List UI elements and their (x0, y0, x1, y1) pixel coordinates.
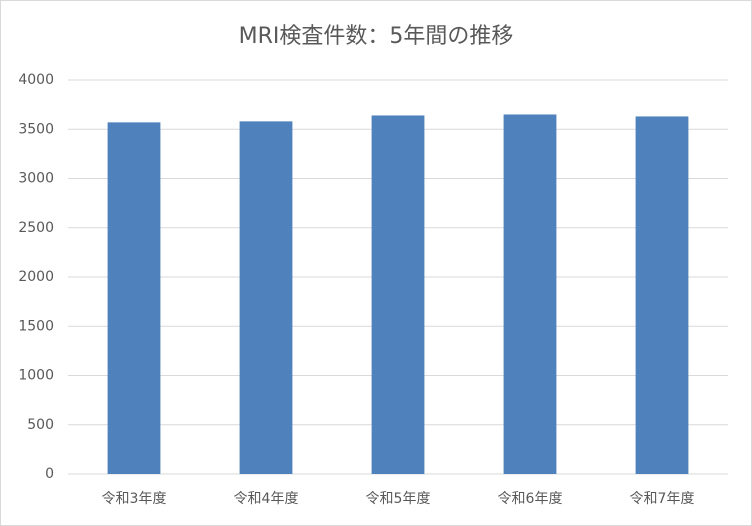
bar (371, 115, 425, 475)
x-tick-label: 令和7年度 (630, 491, 695, 507)
y-tick-label: 3000 (18, 171, 54, 187)
y-tick-label: 500 (27, 417, 54, 433)
bar (635, 116, 689, 474)
y-tick-label: 0 (45, 466, 54, 482)
y-tick-label: 3500 (18, 121, 54, 137)
y-tick-label: 1500 (18, 318, 54, 334)
x-tick-label: 令和4年度 (234, 491, 299, 507)
x-tick-label: 令和5年度 (366, 491, 431, 507)
chart-title: MRI検査件数：5年間の推移 (239, 24, 514, 49)
x-tick-label: 令和3年度 (102, 491, 167, 507)
y-tick-label: 2000 (18, 269, 54, 285)
bar (503, 114, 557, 474)
y-tick-label: 2500 (18, 220, 54, 236)
bar (107, 122, 161, 474)
y-tick-label: 4000 (18, 72, 54, 88)
x-tick-label: 令和6年度 (498, 491, 563, 507)
y-tick-label: 1000 (18, 368, 54, 384)
bar (239, 121, 293, 475)
